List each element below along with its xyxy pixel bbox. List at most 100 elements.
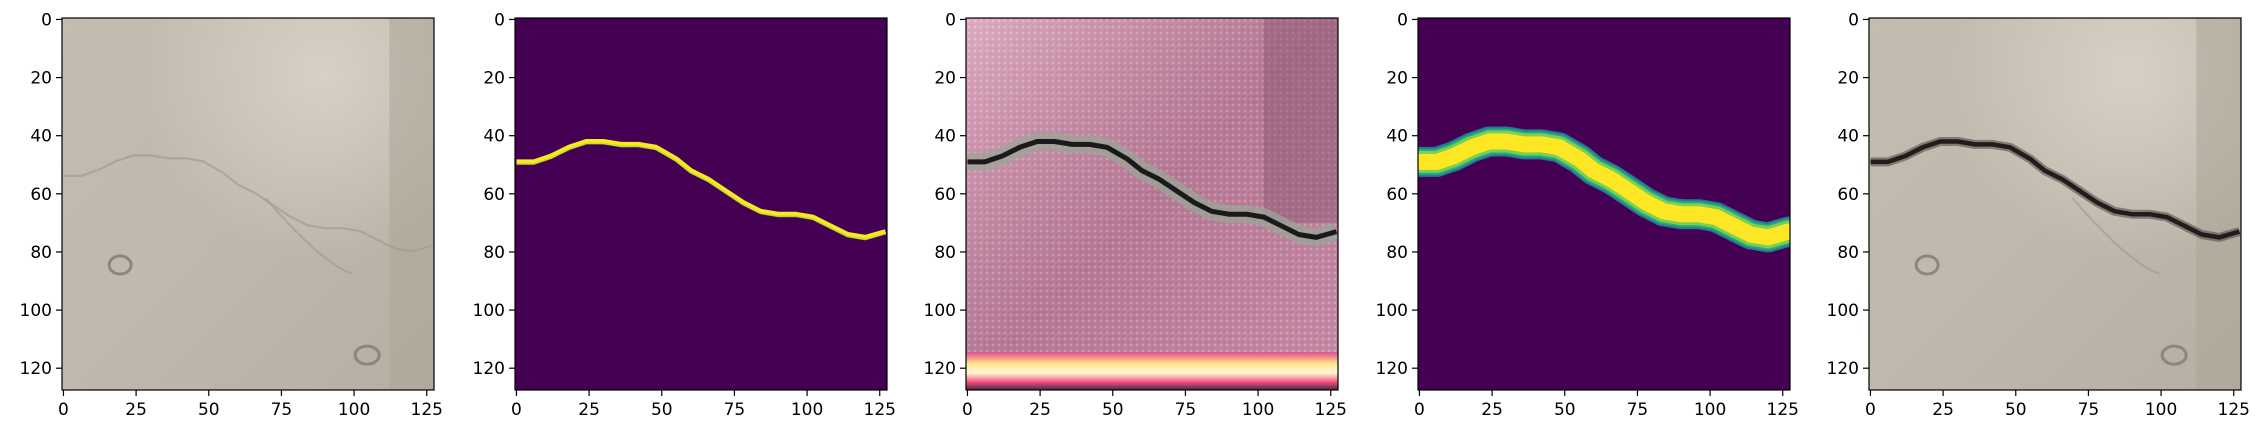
x-tick-label: 25 — [578, 400, 600, 420]
ticks: 0 25 50 75 100 125 0 20 40 60 80 100 120 — [1376, 10, 1799, 420]
y-tick-label: 80 — [1837, 243, 1859, 263]
surface-highlight — [62, 18, 434, 390]
image-blurred-crack-mask — [1418, 18, 1790, 390]
faint-crack — [63, 154, 433, 253]
x-tick-label: 75 — [271, 400, 293, 420]
surface-highlight — [1869, 18, 2241, 390]
axes-frame — [1868, 17, 2242, 391]
x-tick-label: 100 — [1242, 400, 1274, 420]
y-tick-label: 80 — [30, 243, 52, 263]
pit-mark — [353, 344, 381, 366]
right-shadow — [389, 18, 434, 390]
x-tick-label: 100 — [791, 400, 823, 420]
x-tick-label: 50 — [2005, 400, 2027, 420]
y-tick-label: 20 — [483, 69, 505, 89]
y-tick-label: 40 — [30, 127, 52, 147]
axes-frame — [61, 17, 435, 391]
image-crack-mask — [515, 18, 887, 390]
x-tick-label: 0 — [58, 400, 69, 420]
x-tick-label: 50 — [1102, 400, 1124, 420]
x-tick-label: 50 — [651, 400, 673, 420]
image-input-concrete-photo — [62, 18, 434, 390]
x-tick-label: 125 — [1767, 400, 1799, 420]
y-tick-label: 40 — [1837, 127, 1859, 147]
axes-frame — [514, 17, 888, 391]
panel-crack-mask: 0 25 50 75 100 125 0 20 40 60 80 100 120 — [473, 10, 896, 420]
panels: 0 25 50 75 100 125 0 20 40 60 80 100 120 0 25 50 75 100 12… — [20, 10, 2250, 420]
mask-crack-edge — [516, 142, 886, 241]
x-tick-label: 125 — [864, 400, 896, 420]
y-tick-label: 80 — [483, 243, 505, 263]
right-shadow — [2196, 18, 2241, 390]
y-tick-label: 100 — [1827, 301, 1859, 321]
x-tick-label: 50 — [1554, 400, 1576, 420]
panel-blurred-crack-mask: 0 25 50 75 100 125 0 20 40 60 80 100 120 — [1376, 10, 1799, 420]
pit-mark — [1914, 254, 1940, 276]
pit-mark — [107, 254, 133, 276]
x-tick-label: 25 — [1932, 400, 1954, 420]
panel-input-concrete-photo: 0 25 50 75 100 125 0 20 40 60 80 100 120 — [20, 10, 443, 420]
y-tick-label: 120 — [473, 359, 505, 379]
texture-shade — [966, 18, 1338, 390]
y-tick-label: 100 — [473, 301, 505, 321]
y-tick-label: 0 — [945, 10, 956, 30]
y-tick-label: 40 — [1386, 127, 1408, 147]
y-tick-label: 120 — [1827, 359, 1859, 379]
x-tick-label: 100 — [338, 400, 370, 420]
x-tick-label: 100 — [2145, 400, 2177, 420]
y-tick-label: 60 — [1386, 185, 1408, 205]
x-tick-label: 50 — [198, 400, 220, 420]
y-tick-label: 20 — [30, 69, 52, 89]
y-tick-label: 0 — [41, 10, 52, 30]
x-tick-label: 25 — [125, 400, 147, 420]
x-tick-label: 25 — [1481, 400, 1503, 420]
y-tick-label: 40 — [483, 127, 505, 147]
x-tick-label: 25 — [1029, 400, 1051, 420]
y-tick-label: 40 — [934, 127, 956, 147]
axes-frame — [1417, 17, 1791, 391]
image-generated-texture — [966, 18, 1338, 390]
x-tick-label: 0 — [962, 400, 973, 420]
y-tick-label: 20 — [1386, 69, 1408, 89]
y-tick-label: 0 — [1397, 10, 1408, 30]
image-output-concrete-photo — [1869, 18, 2241, 390]
y-tick-label: 120 — [20, 359, 52, 379]
y-tick-label: 80 — [1386, 243, 1408, 263]
x-tick-label: 125 — [2218, 400, 2250, 420]
y-tick-label: 120 — [924, 359, 956, 379]
y-tick-label: 100 — [1376, 301, 1408, 321]
dark-crack — [967, 139, 1338, 240]
y-tick-label: 60 — [1837, 185, 1859, 205]
x-tick-label: 125 — [1315, 400, 1347, 420]
x-tick-label: 100 — [1694, 400, 1726, 420]
x-tick-label: 0 — [511, 400, 522, 420]
ticks: 0 25 50 75 100 125 0 20 40 60 80 100 120 — [1827, 10, 2250, 420]
ticks: 0 25 50 75 100 125 0 20 40 60 80 100 120 — [20, 10, 443, 420]
x-tick-label: 125 — [411, 400, 443, 420]
x-tick-label: 75 — [1627, 400, 1649, 420]
blur-core — [1418, 133, 1790, 246]
surface-scratch — [2071, 197, 2160, 275]
dark-corner — [1263, 18, 1338, 223]
axes-frame — [965, 17, 1339, 391]
y-tick-label: 120 — [1376, 359, 1408, 379]
mask-background — [515, 18, 887, 390]
y-tick-label: 0 — [1848, 10, 1859, 30]
x-tick-label: 75 — [1175, 400, 1197, 420]
y-tick-label: 60 — [934, 185, 956, 205]
y-tick-label: 20 — [934, 69, 956, 89]
x-tick-label: 75 — [724, 400, 746, 420]
y-tick-label: 60 — [483, 185, 505, 205]
y-tick-label: 80 — [934, 243, 956, 263]
panel-generated-texture: 0 25 50 75 100 125 0 20 40 60 80 100 120 — [924, 10, 1347, 420]
bottom-artifact-band — [966, 352, 1338, 390]
panel-output-concrete-photo: 0 25 50 75 100 125 0 20 40 60 80 100 120 — [1827, 10, 2250, 420]
y-tick-label: 20 — [1837, 69, 1859, 89]
y-tick-label: 0 — [494, 10, 505, 30]
dark-crack — [1870, 139, 2241, 240]
mask-background — [1418, 18, 1790, 390]
y-tick-label: 60 — [30, 185, 52, 205]
ticks: 0 25 50 75 100 125 0 20 40 60 80 100 120 — [473, 10, 896, 420]
mask-crack — [516, 139, 887, 240]
